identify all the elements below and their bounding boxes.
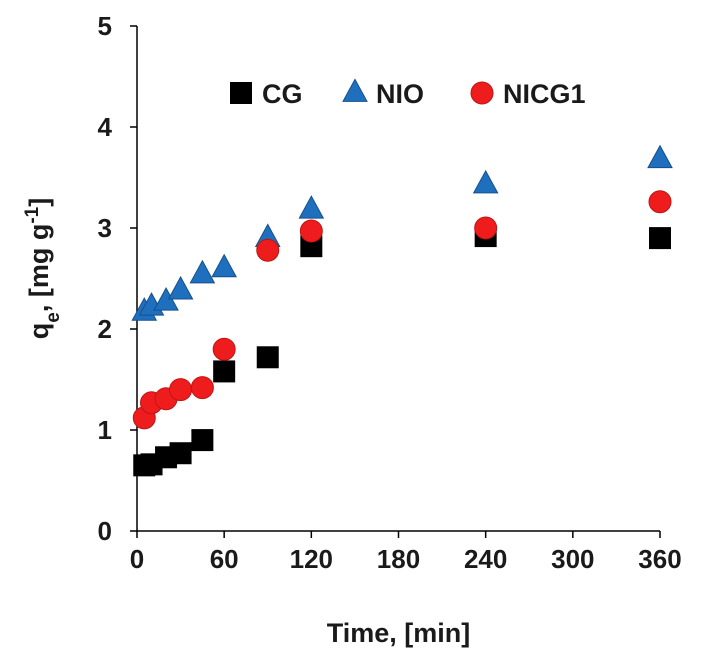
y-tick-label: 2 <box>98 314 112 344</box>
data-point-nicg1 <box>474 216 498 240</box>
legend-item-cg: CG <box>230 79 303 109</box>
legend-marker-cg <box>230 82 252 104</box>
y-tick-label: 1 <box>98 415 112 445</box>
x-tick-label: 180 <box>377 544 420 574</box>
legend-label-cg: CG <box>262 79 303 109</box>
data-point-cg <box>256 346 279 369</box>
legend-marker-nicg1 <box>470 81 494 105</box>
x-tick-label: 0 <box>130 544 144 574</box>
legend-label-nicg1: NICG1 <box>503 79 586 109</box>
data-point-nicg1 <box>256 238 280 262</box>
series-nicg1 <box>132 190 672 430</box>
y-axis-title-base: q <box>24 323 54 340</box>
data-point-nicg1 <box>299 219 323 243</box>
x-tick-label: 300 <box>551 544 594 574</box>
y-axis-title: qe, [mg g-1] <box>22 198 64 339</box>
data-point-nio <box>647 144 673 169</box>
legend-item-nio: NIO <box>342 78 424 109</box>
y-axis-title-rest: , [mg g <box>24 224 54 313</box>
legend: CG NIO NICG1 <box>230 78 586 109</box>
y-axis-title-end: ] <box>24 198 54 207</box>
legend-label-nio: NIO <box>376 79 424 109</box>
y-tick-label: 3 <box>98 213 112 243</box>
data-point-nicg1 <box>212 337 236 361</box>
data-point-nicg1 <box>648 190 672 214</box>
data-point-nio <box>189 259 216 284</box>
data-point-cg <box>169 442 192 465</box>
data-point-cg <box>649 227 671 250</box>
series-nio <box>131 144 673 321</box>
y-tick-label: 4 <box>98 112 113 142</box>
x-tick-label: 240 <box>464 544 507 574</box>
x-tick-label: 360 <box>638 544 681 574</box>
x-axis-title: Time, [min] <box>327 618 471 648</box>
x-tick-label: 120 <box>290 544 333 574</box>
y-tick-label: 5 <box>98 11 112 41</box>
legend-marker-nio <box>342 78 368 102</box>
data-point-nio <box>167 275 194 300</box>
data-point-nicg1 <box>190 376 214 400</box>
data-point-nio <box>472 169 499 194</box>
legend-item-nicg1: NICG1 <box>470 79 586 109</box>
y-tick-label: 0 <box>98 516 112 546</box>
x-tick-label: 60 <box>210 544 239 574</box>
y-axis-title-sup: -1 <box>22 206 43 223</box>
data-point-nio <box>211 253 238 278</box>
data-point-cg <box>191 429 214 452</box>
data-point-nio <box>298 195 325 219</box>
y-axis-title-sub: e <box>43 312 64 323</box>
data-point-cg <box>213 360 236 383</box>
data-point-nicg1 <box>169 378 193 402</box>
